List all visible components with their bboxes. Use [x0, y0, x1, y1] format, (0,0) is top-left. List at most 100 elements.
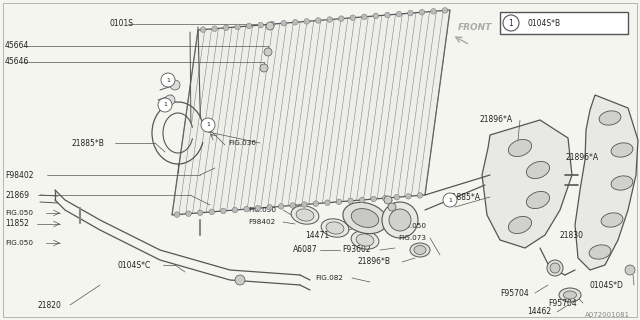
Ellipse shape: [563, 291, 577, 299]
Circle shape: [348, 198, 353, 204]
Circle shape: [255, 205, 261, 211]
Text: A6087: A6087: [293, 245, 317, 254]
Circle shape: [503, 15, 519, 31]
Circle shape: [174, 212, 180, 217]
Ellipse shape: [599, 111, 621, 125]
Text: 21820: 21820: [38, 300, 62, 309]
Text: F93602: F93602: [342, 245, 371, 254]
Circle shape: [197, 210, 203, 216]
Circle shape: [260, 64, 268, 72]
Text: FIG.050: FIG.050: [5, 210, 33, 216]
Circle shape: [292, 20, 298, 25]
Text: 14471: 14471: [305, 230, 329, 239]
Circle shape: [406, 194, 411, 199]
Text: FIG.050: FIG.050: [398, 223, 426, 229]
Circle shape: [235, 275, 245, 285]
Text: F98402: F98402: [248, 219, 275, 225]
Circle shape: [304, 19, 310, 24]
Circle shape: [165, 95, 175, 105]
Circle shape: [442, 8, 448, 13]
Text: 1: 1: [206, 123, 210, 127]
Circle shape: [384, 196, 392, 204]
Ellipse shape: [611, 176, 633, 190]
Text: 14462: 14462: [527, 308, 551, 316]
Circle shape: [232, 207, 237, 213]
Ellipse shape: [356, 234, 374, 246]
Ellipse shape: [326, 222, 344, 234]
Ellipse shape: [321, 219, 349, 237]
Circle shape: [359, 197, 365, 203]
Circle shape: [373, 13, 379, 19]
Text: 1: 1: [163, 102, 167, 108]
Circle shape: [431, 9, 436, 14]
Ellipse shape: [291, 206, 319, 224]
Ellipse shape: [351, 209, 379, 228]
Text: 45646: 45646: [5, 58, 29, 67]
Text: 0104S*D: 0104S*D: [590, 281, 624, 290]
Circle shape: [547, 260, 563, 276]
Text: A072001081: A072001081: [585, 312, 630, 318]
Circle shape: [200, 27, 206, 32]
Text: FIG.073: FIG.073: [398, 235, 426, 241]
Circle shape: [186, 211, 191, 217]
Circle shape: [281, 20, 287, 26]
Text: FIG.036: FIG.036: [228, 140, 256, 146]
Circle shape: [290, 203, 296, 208]
Text: 0104S*B: 0104S*B: [527, 19, 560, 28]
Ellipse shape: [508, 216, 532, 234]
Circle shape: [161, 73, 175, 87]
Circle shape: [316, 18, 321, 23]
Circle shape: [625, 265, 635, 275]
Polygon shape: [482, 120, 572, 248]
Ellipse shape: [611, 143, 633, 157]
Circle shape: [389, 209, 411, 231]
Ellipse shape: [343, 202, 387, 234]
Text: 21896*A: 21896*A: [565, 154, 598, 163]
Circle shape: [362, 14, 367, 20]
Circle shape: [246, 23, 252, 29]
Text: F98402: F98402: [5, 171, 33, 180]
Circle shape: [209, 209, 214, 215]
Text: FIG.050: FIG.050: [5, 240, 33, 246]
Text: 21830: 21830: [560, 230, 584, 239]
Ellipse shape: [508, 140, 532, 156]
Text: 11852: 11852: [5, 220, 29, 228]
Text: 1: 1: [448, 197, 452, 203]
Text: F95704: F95704: [500, 289, 529, 298]
Circle shape: [550, 263, 560, 273]
Text: 21885*B: 21885*B: [72, 139, 105, 148]
Circle shape: [419, 9, 425, 15]
Text: 0104S*C: 0104S*C: [118, 260, 151, 269]
Text: 45664: 45664: [5, 42, 29, 51]
Polygon shape: [172, 10, 450, 215]
Circle shape: [223, 25, 229, 31]
Text: 21869: 21869: [5, 190, 29, 199]
Circle shape: [385, 12, 390, 18]
Circle shape: [201, 118, 215, 132]
Ellipse shape: [601, 213, 623, 227]
Circle shape: [212, 26, 218, 31]
Circle shape: [396, 11, 402, 17]
Ellipse shape: [589, 245, 611, 259]
Text: FIG.082: FIG.082: [315, 275, 343, 281]
Circle shape: [264, 48, 272, 56]
Text: FRONT: FRONT: [458, 23, 492, 33]
FancyBboxPatch shape: [500, 12, 628, 34]
Circle shape: [417, 193, 423, 198]
Circle shape: [350, 15, 356, 20]
Circle shape: [336, 199, 342, 204]
Text: F95704: F95704: [548, 299, 577, 308]
Circle shape: [244, 206, 249, 212]
Text: 0101S: 0101S: [110, 20, 134, 28]
Circle shape: [382, 202, 418, 238]
Circle shape: [235, 24, 241, 30]
Circle shape: [388, 203, 396, 211]
Text: FIG.050: FIG.050: [248, 207, 276, 213]
Text: 21896*B: 21896*B: [358, 258, 391, 267]
Circle shape: [267, 204, 273, 210]
Circle shape: [158, 98, 172, 112]
Ellipse shape: [410, 243, 430, 257]
Ellipse shape: [526, 191, 550, 209]
Ellipse shape: [414, 245, 426, 254]
Circle shape: [266, 22, 274, 30]
